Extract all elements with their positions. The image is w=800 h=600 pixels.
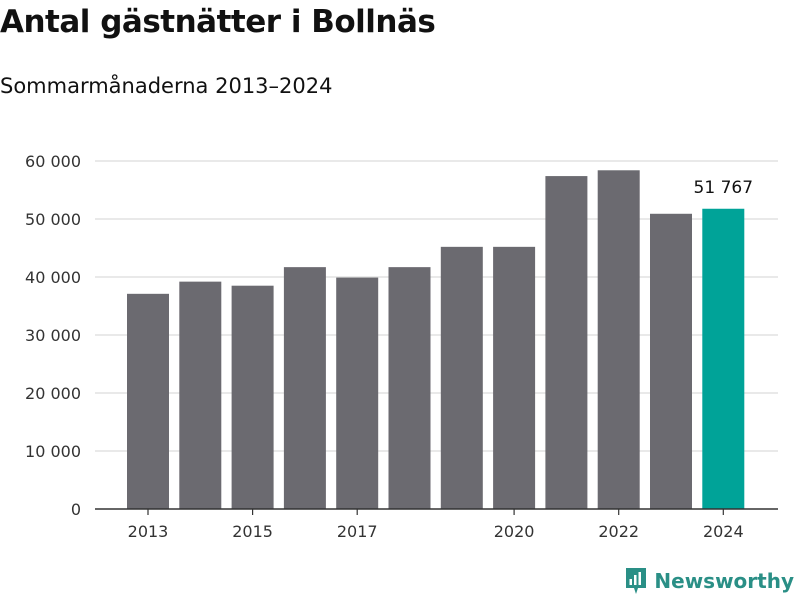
y-tick-label: 0 — [71, 500, 81, 519]
x-tick-label: 2020 — [494, 522, 535, 541]
bar-2021 — [545, 176, 588, 509]
bar-2015 — [231, 285, 274, 509]
newsworthy-logo-icon — [626, 568, 647, 594]
bars — [95, 170, 778, 510]
y-tick-label: 10 000 — [25, 442, 81, 461]
x-tick-label: 2024 — [703, 522, 744, 541]
x-tick-label: 2022 — [598, 522, 639, 541]
highlight-value-label: 51 767 — [694, 178, 753, 198]
y-tick-label: 50 000 — [25, 210, 81, 229]
y-tick-label: 40 000 — [25, 268, 81, 287]
brand-logo: Newsworthy — [624, 566, 794, 596]
y-axis-labels: 0 10 000 20 000 30 000 40 000 50 000 60 000 — [25, 152, 81, 519]
bar-2019 — [440, 246, 483, 509]
bar-2014 — [179, 281, 222, 509]
x-tick-label: 2015 — [232, 522, 273, 541]
brand-name: Newsworthy — [654, 569, 794, 593]
bar-2018 — [388, 267, 431, 509]
y-tick-label: 20 000 — [25, 384, 81, 403]
bar-2022 — [597, 170, 640, 509]
x-tick-label: 2013 — [128, 522, 169, 541]
chart-subtitle: Sommarmånaderna 2013–2024 — [0, 74, 333, 98]
y-tick-label: 60 000 — [25, 152, 81, 171]
bar-chart: 0 10 000 20 000 30 000 40 000 50 000 60 000 20… — [25, 152, 778, 541]
x-tick-label: 2017 — [337, 522, 378, 541]
bar-2013 — [127, 293, 169, 509]
chart-title: Antal gästnätter i Bollnäs — [0, 4, 436, 40]
annotations: 51 767 — [694, 178, 753, 198]
bar-2016 — [283, 267, 326, 509]
y-tick-label: 30 000 — [25, 326, 81, 345]
bar-2024 — [702, 208, 745, 509]
bar-2017 — [336, 277, 379, 509]
x-axis-labels: 2013 2015 2017 2020 2022 2024 — [128, 509, 744, 541]
bar-2023 — [650, 213, 692, 509]
bar-2020 — [493, 246, 536, 509]
